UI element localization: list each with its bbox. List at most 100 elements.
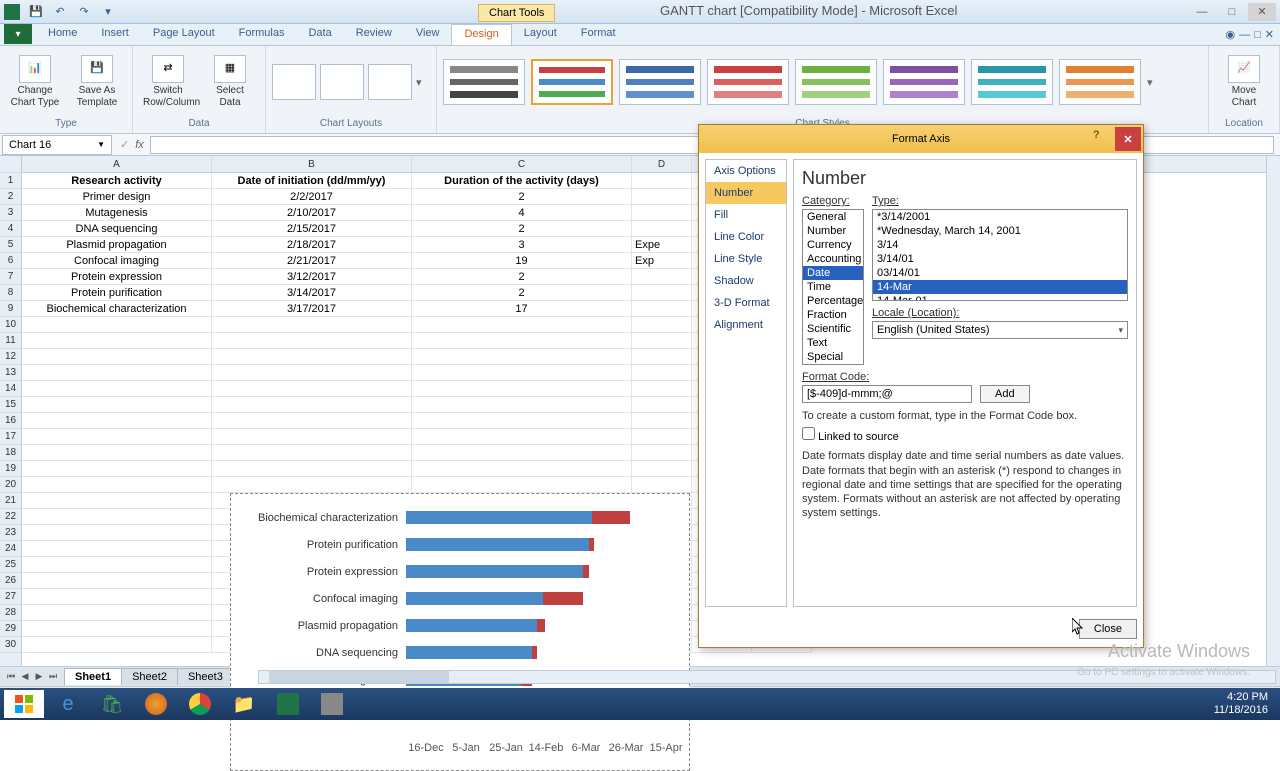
category-listbox[interactable]: GeneralNumberCurrencyAccountingDateTimeP… xyxy=(802,209,864,365)
start-button[interactable] xyxy=(4,690,44,718)
taskbar-firefox-icon[interactable] xyxy=(136,690,176,718)
dialog-sidebar-item[interactable]: 3-D Format xyxy=(706,292,786,314)
taskbar-app-icon[interactable] xyxy=(312,690,352,718)
dialog-title-bar[interactable]: Format Axis ? ✕ xyxy=(699,125,1143,153)
locale-combobox[interactable]: English (United States) xyxy=(872,321,1128,339)
locale-label: Locale (Location): xyxy=(872,307,1128,319)
type-label: Type: xyxy=(872,195,1128,207)
quick-access-toolbar: 💾 ↶ ↷ ▾ xyxy=(26,3,118,21)
file-tab[interactable]: ▾ xyxy=(4,24,32,44)
save-as-template-button[interactable]: 💾Save As Template xyxy=(68,53,126,111)
ribbon-tab-view[interactable]: View xyxy=(404,24,452,45)
sheet-tab[interactable]: Sheet1 xyxy=(64,668,122,685)
help-icon[interactable]: ◉ xyxy=(1226,28,1236,41)
gantt-row-label: Protein expression xyxy=(241,566,406,578)
sheet-tab[interactable]: Sheet2 xyxy=(121,668,178,685)
chart-style-thumb[interactable] xyxy=(707,59,789,105)
format-code-label: Format Code: xyxy=(802,371,869,383)
ribbon-group-location: 📈Move Chart Location xyxy=(1209,46,1280,133)
ribbon: 📊Change Chart Type 💾Save As Template Typ… xyxy=(0,46,1280,134)
ribbon-tab-page-layout[interactable]: Page Layout xyxy=(141,24,227,45)
sheet-tab[interactable]: Sheet3 xyxy=(177,668,234,685)
ribbon-minimize-icon[interactable]: — xyxy=(1239,29,1250,41)
select-data-button[interactable]: ▦Select Data xyxy=(201,53,259,111)
redo-icon[interactable]: ↷ xyxy=(74,3,94,21)
dialog-close-x-button[interactable]: ✕ xyxy=(1115,127,1141,151)
ribbon-tab-format[interactable]: Format xyxy=(569,24,628,45)
chart-style-thumb[interactable] xyxy=(619,59,701,105)
ribbon-tab-layout[interactable]: Layout xyxy=(512,24,569,45)
add-button[interactable]: Add xyxy=(980,385,1030,403)
taskbar-chrome-icon[interactable] xyxy=(180,690,220,718)
vertical-scrollbar[interactable] xyxy=(1266,156,1280,666)
gantt-chart[interactable]: Biochemical characterizationProtein puri… xyxy=(230,493,690,771)
linked-to-source-checkbox[interactable] xyxy=(802,427,815,440)
sheet-nav[interactable]: ⏮◀▶⏭ xyxy=(0,671,64,682)
title-bar: 💾 ↶ ↷ ▾ Chart Tools GANTT chart [Compati… xyxy=(0,0,1280,24)
ribbon-group-chart-layouts: ▾ Chart Layouts xyxy=(266,46,437,133)
system-tray[interactable]: 4:20 PM 11/18/2016 xyxy=(1214,691,1276,717)
chart-style-thumb[interactable] xyxy=(795,59,877,105)
dialog-sidebar-item[interactable]: Axis Options xyxy=(706,160,786,182)
ribbon-tab-insert[interactable]: Insert xyxy=(89,24,141,45)
save-icon[interactable]: 💾 xyxy=(26,3,46,21)
name-box[interactable]: Chart 16▼ xyxy=(2,135,112,155)
dialog-close-button[interactable]: Close xyxy=(1079,619,1137,639)
ribbon-group-data: ⇄Switch Row/Column ▦Select Data Data xyxy=(133,46,266,133)
sheet-tabs-bar: ⏮◀▶⏭ Sheet1Sheet2Sheet3 ✦ xyxy=(0,666,1280,686)
ribbon-restore-icon[interactable]: □ xyxy=(1254,29,1261,41)
horizontal-scrollbar[interactable] xyxy=(258,670,1276,684)
chart-style-thumb[interactable] xyxy=(883,59,965,105)
change-chart-type-button[interactable]: 📊Change Chart Type xyxy=(6,53,64,111)
window-title: GANTT chart [Compatibility Mode] - Micro… xyxy=(660,3,957,18)
ribbon-tab-data[interactable]: Data xyxy=(296,24,343,45)
chart-style-thumb[interactable] xyxy=(971,59,1053,105)
row-headers[interactable]: 1234567891011121314151617181920212223242… xyxy=(0,156,22,666)
chart-layouts-more-icon[interactable]: ▾ xyxy=(416,76,430,89)
type-listbox[interactable]: *3/14/2001*Wednesday, March 14, 20013/14… xyxy=(872,209,1128,301)
close-button[interactable]: ✕ xyxy=(1248,3,1276,21)
gantt-row-label: Biochemical characterization xyxy=(241,512,406,524)
gantt-x-axis: 16-Dec5-Jan25-Jan14-Feb6-Mar26-Mar15-Apr xyxy=(231,742,689,754)
fx-icon[interactable]: fx xyxy=(135,139,144,151)
format-code-input[interactable] xyxy=(802,385,972,403)
minimize-button[interactable]: — xyxy=(1188,3,1216,21)
format-axis-dialog: Format Axis ? ✕ Axis OptionsNumberFillLi… xyxy=(698,124,1144,648)
dialog-sidebar-item[interactable]: Fill xyxy=(706,204,786,226)
taskbar-store-icon[interactable]: 🛍 xyxy=(92,690,132,718)
dialog-sidebar-item[interactable]: Number xyxy=(706,182,786,204)
dialog-sidebar-item[interactable]: Alignment xyxy=(706,314,786,336)
chart-layout-thumb[interactable] xyxy=(272,64,316,100)
ribbon-tab-design[interactable]: Design xyxy=(451,24,511,45)
undo-icon[interactable]: ↶ xyxy=(50,3,70,21)
ribbon-tab-review[interactable]: Review xyxy=(344,24,404,45)
chart-style-thumb[interactable] xyxy=(443,59,525,105)
chart-style-thumb[interactable] xyxy=(531,59,613,105)
chart-layout-thumb[interactable] xyxy=(320,64,364,100)
taskbar-explorer-icon[interactable]: 📁 xyxy=(224,690,264,718)
taskbar-excel-icon[interactable] xyxy=(268,690,308,718)
ribbon-group-type: 📊Change Chart Type 💾Save As Template Typ… xyxy=(0,46,133,133)
chart-styles-more-icon[interactable]: ▾ xyxy=(1147,76,1161,89)
fx-cancel-icon[interactable]: ✓ xyxy=(120,138,129,151)
dialog-sidebar-item[interactable]: Line Style xyxy=(706,248,786,270)
dialog-help-button[interactable]: ? xyxy=(1093,129,1113,149)
ribbon-tab-formulas[interactable]: Formulas xyxy=(227,24,297,45)
gantt-row-label: Confocal imaging xyxy=(241,593,406,605)
dialog-sidebar-item[interactable]: Line Color xyxy=(706,226,786,248)
excel-icon xyxy=(4,4,20,20)
taskbar[interactable]: e 🛍 📁 4:20 PM 11/18/2016 xyxy=(0,688,1280,720)
chart-layout-thumb[interactable] xyxy=(368,64,412,100)
maximize-button[interactable]: □ xyxy=(1218,3,1246,21)
qat-more-icon[interactable]: ▾ xyxy=(98,3,118,21)
taskbar-ie-icon[interactable]: e xyxy=(48,690,88,718)
dialog-sidebar-item[interactable]: Shadow xyxy=(706,270,786,292)
ribbon-tab-home[interactable]: Home xyxy=(36,24,89,45)
chart-style-thumb[interactable] xyxy=(1059,59,1141,105)
format-description: Date formats display date and time seria… xyxy=(802,449,1128,520)
move-chart-button[interactable]: 📈Move Chart xyxy=(1215,53,1273,111)
ribbon-tabs: ▾ HomeInsertPage LayoutFormulasDataRevie… xyxy=(0,24,1280,46)
ribbon-close-icon[interactable]: ✕ xyxy=(1265,28,1274,41)
switch-row-column-button[interactable]: ⇄Switch Row/Column xyxy=(139,53,197,111)
gantt-row-label: DNA sequencing xyxy=(241,647,406,659)
